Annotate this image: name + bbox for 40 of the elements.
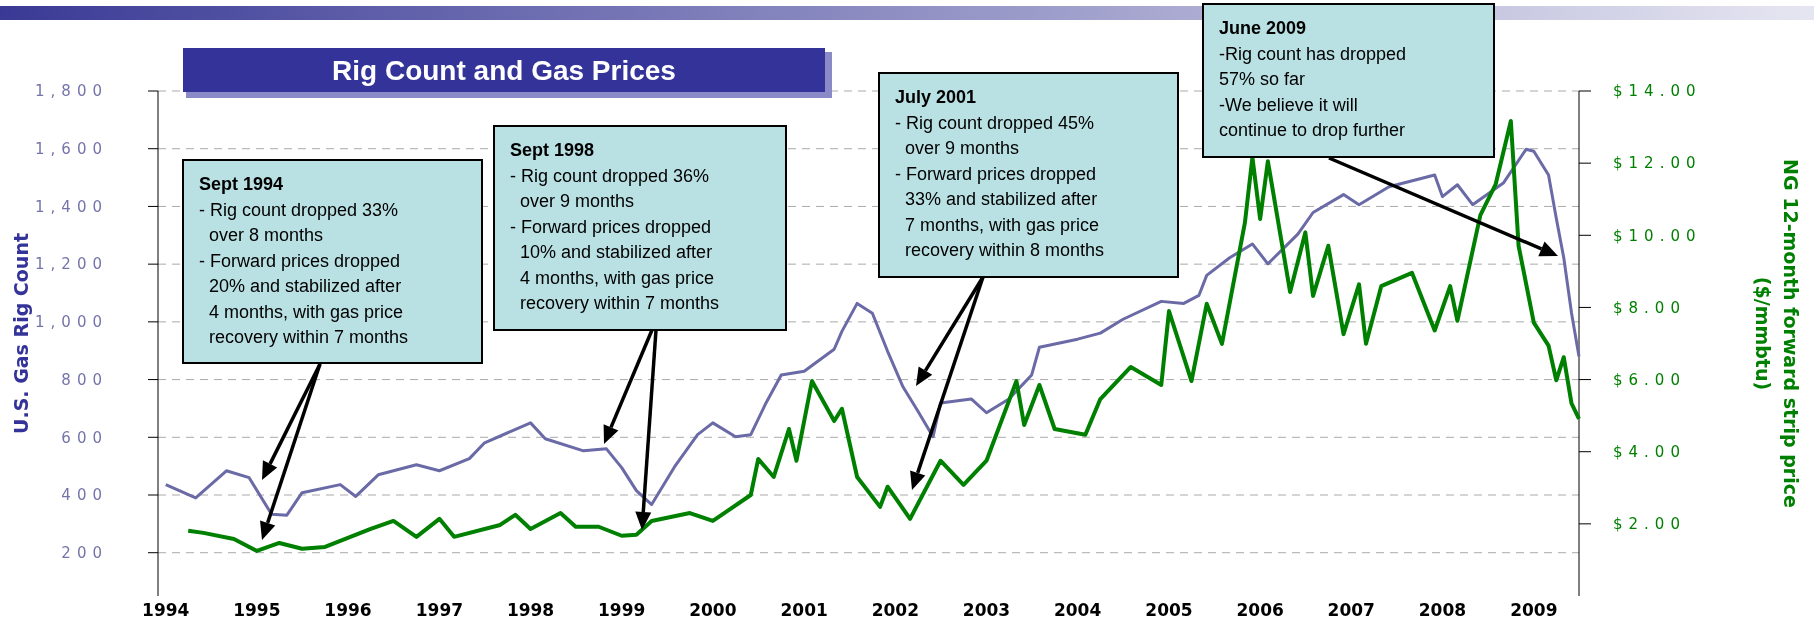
annotation: Sept 1998 - Rig count dropped 36% over 9 months - Forward prices dropped 10% and stabilized after 4 months, with gas price recovery within 7 months xyxy=(510,140,720,313)
x-tick-label: 1998 xyxy=(506,600,555,620)
y2-tick-label: $4.00 xyxy=(1613,442,1686,461)
x-tick-label: 1995 xyxy=(233,600,281,620)
y2-tick-label: $10.00 xyxy=(1613,226,1702,245)
x-tick-label: 1997 xyxy=(415,600,464,620)
annotation: June 2009 -Rig count has dropped 57% so far -We believe it will continue to drop further xyxy=(1219,18,1407,140)
x-tick-label: 2009 xyxy=(1510,600,1558,620)
annotation: Sept 1994 - Rig count dropped 33% over 8 months - Forward prices dropped 20% and stabilized after 4 months, with gas price recovery within 7 months xyxy=(199,174,409,347)
x-tick-label: 2006 xyxy=(1236,600,1284,620)
y2-tick-label: $8.00 xyxy=(1613,298,1686,317)
y-tick-label: 1,800 xyxy=(35,82,108,101)
y-tick-label: 400 xyxy=(61,486,108,505)
x-tick-label: 1999 xyxy=(598,600,646,620)
x-tick-label: 2004 xyxy=(1053,600,1102,620)
y2-tick-label: $6.00 xyxy=(1613,370,1686,389)
y-tick-label: 1,200 xyxy=(35,255,108,274)
x-tick-label: 1996 xyxy=(324,600,372,620)
x-tick-label: 2000 xyxy=(689,600,737,620)
x-tick-label: 2007 xyxy=(1327,600,1375,620)
x-tick-label: 2002 xyxy=(871,600,920,620)
y-axis-title: U.S. Gas Rig Count xyxy=(10,233,32,434)
y2-tick-label: $14.00 xyxy=(1613,82,1702,101)
line-series xyxy=(186,118,1581,553)
x-tick-label: 1994 xyxy=(142,600,190,620)
y2-tick-label: $12.00 xyxy=(1613,154,1702,173)
x-tick-label: 2008 xyxy=(1418,600,1467,620)
y-tick-label: 1,400 xyxy=(35,197,108,216)
x-tick-label: 2005 xyxy=(1145,600,1193,620)
y2-tick-label: $2.00 xyxy=(1613,515,1686,534)
y-tick-label: 600 xyxy=(61,428,108,447)
x-tick-label: 2003 xyxy=(962,600,1011,620)
x-tick-label: 2001 xyxy=(780,600,828,620)
chart-title: Rig Count and Gas Prices xyxy=(332,55,676,86)
y2-axis-title: NG 12-month forward strip price ($/mmbtu) xyxy=(1752,159,1802,508)
y-tick-label: 800 xyxy=(61,370,108,389)
annotation: July 2001 - Rig count dropped 45% over 9 months - Forward prices dropped 33% and stabilized after 7 months, with gas price recovery within 8 months xyxy=(895,87,1105,260)
y-tick-label: 1,600 xyxy=(35,139,108,158)
y-tick-label: 1,000 xyxy=(35,313,108,332)
y-tick-label: 200 xyxy=(61,543,108,562)
